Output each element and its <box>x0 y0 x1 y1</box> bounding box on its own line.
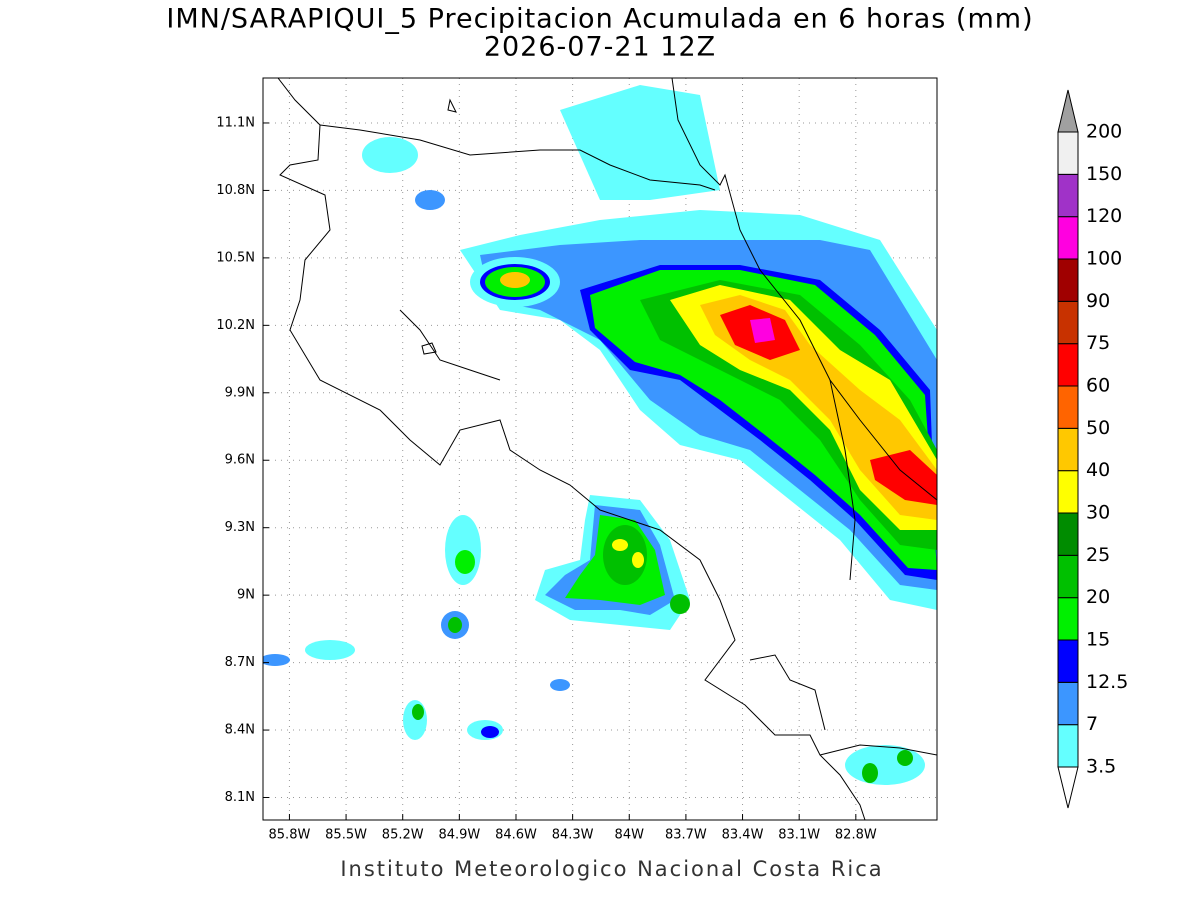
y-tick-label: 8.4N <box>225 723 255 738</box>
y-tick-label: 10.8N <box>216 183 255 198</box>
footer: Instituto Meteorologico Nacional Costa R… <box>340 857 883 881</box>
colorbar-label: 30 <box>1086 502 1110 524</box>
y-tick-label: 11.1N <box>216 115 255 130</box>
colorbar-band <box>1057 173 1079 218</box>
colorbar-band <box>1057 385 1079 429</box>
map-frame <box>262 77 938 821</box>
precip-field <box>263 85 937 785</box>
subtitle: 2026-07-21 12Z <box>484 32 716 63</box>
colorbar-band <box>1057 512 1079 556</box>
coastlines <box>277 78 937 820</box>
x-tick-label: 84.9W <box>438 828 480 843</box>
colorbar-band <box>1057 216 1079 260</box>
y-tick-label: 9N <box>237 588 255 603</box>
colorbar-label: 40 <box>1086 459 1110 481</box>
colorbar-band <box>1057 131 1079 175</box>
colorbar-label: 150 <box>1086 163 1122 185</box>
colorbar-label: 75 <box>1086 332 1110 354</box>
y-tick-label: 9.6N <box>225 453 255 468</box>
colorbar-under <box>1057 766 1079 809</box>
colorbar-label: 12.5 <box>1086 671 1128 693</box>
x-tick-label: 84W <box>615 828 645 843</box>
colorbar-band <box>1057 554 1079 599</box>
x-tick-label: 82.8W <box>835 828 877 843</box>
title: IMN/SARAPIQUI_5 Precipitacion Acumulada … <box>166 4 1033 35</box>
colorbar-band <box>1057 597 1079 641</box>
x-tick-label: 85.8W <box>269 828 311 843</box>
colorbar-band <box>1057 639 1079 683</box>
colorbar-label: 25 <box>1086 544 1110 566</box>
colorbar-band <box>1057 427 1079 472</box>
y-tick-label: 9.3N <box>225 520 255 535</box>
y-tick-label: 10.5N <box>216 250 255 265</box>
colorbar-label: 100 <box>1086 248 1122 270</box>
colorbar-band <box>1057 470 1079 514</box>
x-tick-label: 83.1W <box>778 828 820 843</box>
colorbar-label: 120 <box>1086 205 1122 227</box>
x-tick-label: 83.4W <box>722 828 764 843</box>
y-tick-label: 9.9N <box>225 385 255 400</box>
colorbar-label: 90 <box>1086 290 1110 312</box>
colorbar-band <box>1057 300 1079 345</box>
y-tick-label: 8.7N <box>225 655 255 670</box>
colorbar-label: 3.5 <box>1086 756 1116 778</box>
x-tick-label: 84.3W <box>552 828 594 843</box>
colorbar-band <box>1057 258 1079 302</box>
x-tick-label: 83.7W <box>665 828 707 843</box>
y-tick-label: 8.1N <box>225 790 255 805</box>
colorbar-over <box>1057 89 1079 133</box>
colorbar-label: 15 <box>1086 629 1110 651</box>
colorbar-band <box>1057 343 1079 387</box>
colorbar-label: 60 <box>1086 375 1110 397</box>
colorbar-label: 20 <box>1086 586 1110 608</box>
x-tick-label: 85.2W <box>382 828 424 843</box>
colorbar-band <box>1057 724 1079 768</box>
colorbar-band <box>1057 681 1079 726</box>
colorbar-label: 7 <box>1086 713 1098 735</box>
axis-ticks: 85.8W 85.5W 85.2W 84.9W 84.6W 84.3W 84W 83.7W 83… <box>216 115 877 842</box>
colorbar: 3.5 7 12.5 15 20 25 30 40 50 60 75 90 100 120 150 200 <box>1057 89 1128 809</box>
y-tick-label: 10.2N <box>216 318 255 333</box>
x-tick-label: 84.6W <box>495 828 537 843</box>
colorbar-label: 50 <box>1086 417 1110 439</box>
colorbar-label: 200 <box>1086 121 1122 143</box>
x-tick-label: 85.5W <box>325 828 367 843</box>
